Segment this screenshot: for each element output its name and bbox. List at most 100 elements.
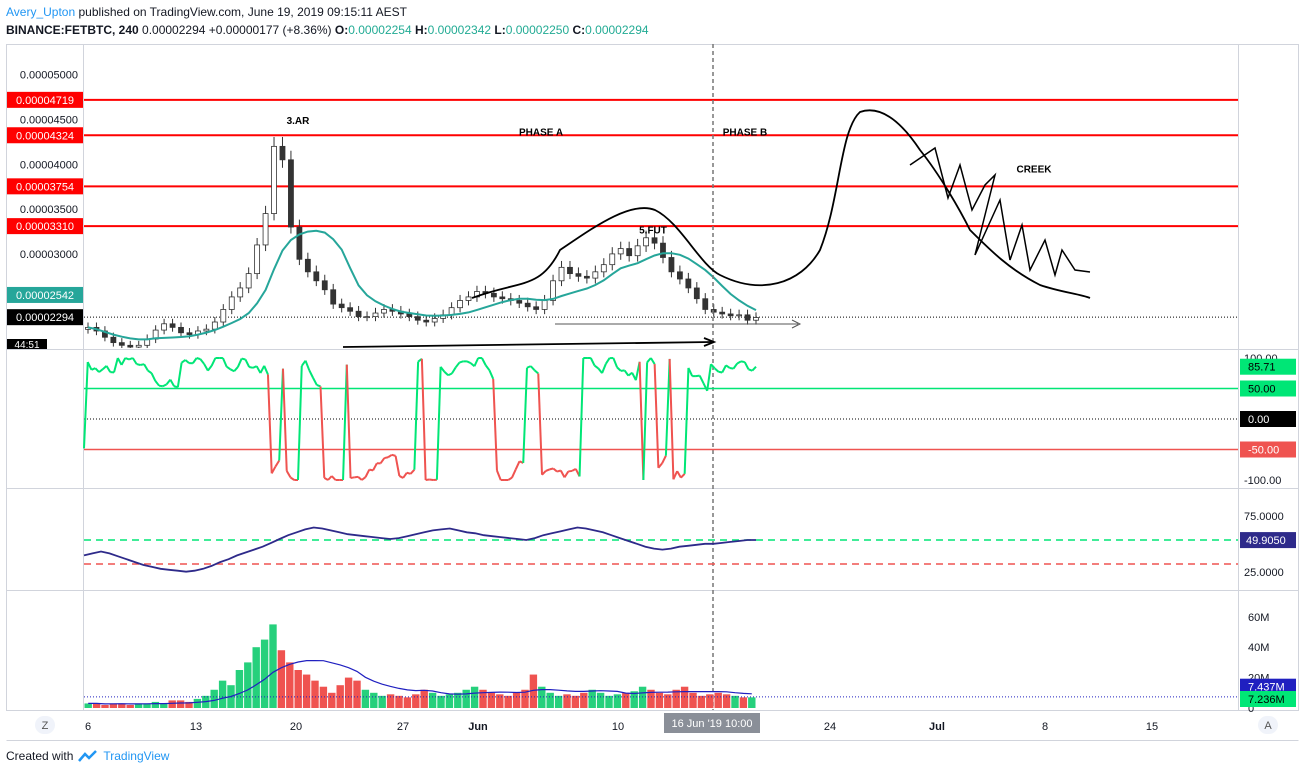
oscillator-line-segment bbox=[420, 358, 427, 481]
candle-body bbox=[736, 314, 742, 317]
candle-body bbox=[592, 271, 599, 279]
countdown-badge bbox=[7, 339, 47, 349]
oscillator-line-segment bbox=[537, 373, 544, 475]
time-tick-label: 10 bbox=[612, 721, 624, 733]
time-tick-label: 24 bbox=[824, 721, 836, 733]
oscillator-line-segment bbox=[710, 363, 716, 370]
volume-bar bbox=[596, 692, 605, 708]
volume-bar bbox=[185, 701, 193, 708]
oscillator-line-segment bbox=[698, 375, 705, 384]
oscillator-tick-label: -100.00 bbox=[1244, 475, 1281, 487]
volume-bar bbox=[689, 692, 697, 708]
candle-body bbox=[381, 309, 387, 314]
oscillator-line-segment bbox=[354, 475, 359, 479]
oscillator-line-segment bbox=[248, 366, 254, 369]
oscillator-line-segment bbox=[511, 469, 517, 479]
volume-bar bbox=[521, 689, 529, 708]
oscillator-line-segment bbox=[143, 363, 149, 372]
volume-bar bbox=[445, 694, 454, 708]
candle-body bbox=[161, 323, 168, 331]
oscillator-line-segment bbox=[402, 472, 408, 479]
price-tick-label: 0.00003500 bbox=[20, 204, 78, 216]
chart-annotation: CREEK bbox=[1016, 164, 1052, 175]
time-tick-label: Jul bbox=[929, 721, 945, 733]
candle-body bbox=[617, 248, 624, 255]
candle-body bbox=[643, 237, 649, 247]
oscillator-line-segment bbox=[113, 357, 119, 373]
oscillator-line-segment bbox=[169, 379, 175, 387]
level-price-badge bbox=[7, 218, 83, 235]
oscillator-line-segment bbox=[496, 470, 502, 481]
oscillator-line-segment bbox=[552, 467, 558, 473]
volume-bar bbox=[395, 695, 403, 708]
oscillator-line-segment bbox=[687, 367, 694, 377]
volume-bar bbox=[554, 695, 563, 708]
volume-bar bbox=[286, 662, 294, 708]
volume-bar bbox=[412, 694, 420, 708]
published-text: published on TradingView.com, June 19, 2… bbox=[78, 5, 407, 19]
volume-bar bbox=[294, 670, 302, 708]
volume-bar bbox=[462, 689, 470, 708]
oscillator-line-segment bbox=[683, 367, 690, 474]
oscillator-level-badge bbox=[1240, 441, 1296, 458]
oscillator-line-segment bbox=[361, 476, 367, 481]
oscillator-line-segment bbox=[729, 366, 734, 370]
zoom-z-button[interactable]: Z bbox=[35, 716, 55, 734]
oscillator-line-segment bbox=[196, 357, 201, 361]
volume-bar bbox=[697, 695, 706, 708]
candle-body bbox=[567, 266, 573, 275]
oscillator-line-segment bbox=[120, 357, 127, 366]
oscillator-line-segment bbox=[514, 460, 521, 470]
author-link[interactable]: Avery_Upton bbox=[6, 5, 76, 19]
candle-body bbox=[465, 296, 472, 301]
candle-body bbox=[288, 159, 294, 228]
volume-bar bbox=[739, 697, 748, 708]
oscillator-line-segment bbox=[743, 361, 750, 370]
price-tick-label: 0.00004500 bbox=[20, 114, 78, 126]
oscillator-line-segment bbox=[203, 363, 209, 372]
level-price-badge-text: 0.00003754 bbox=[16, 181, 74, 193]
oscillator-line-segment bbox=[105, 365, 112, 373]
volume-bar bbox=[269, 624, 277, 708]
volume-bar bbox=[529, 674, 538, 708]
candle-body bbox=[169, 323, 176, 328]
volume-bar bbox=[252, 647, 260, 708]
volume-bar bbox=[672, 689, 680, 708]
symbol-label[interactable]: BINANCE:FETBTC, 240 bbox=[6, 23, 139, 37]
candle-body bbox=[423, 319, 430, 323]
oscillator-line-segment bbox=[369, 468, 374, 472]
rsi-last-badge-text: 49.9050 bbox=[1246, 535, 1286, 547]
oscillator-line-segment bbox=[748, 368, 753, 372]
candle-body bbox=[262, 213, 269, 246]
oscillator-line-segment bbox=[278, 368, 284, 461]
open-label: O: bbox=[334, 23, 349, 37]
chart-frame bbox=[6, 44, 1299, 711]
chart-annotation: PHASE A bbox=[519, 128, 563, 139]
tradingview-brand-link[interactable]: TradingView bbox=[103, 749, 170, 763]
candle-body bbox=[676, 271, 683, 280]
candle-body bbox=[727, 313, 734, 317]
volume-bar bbox=[176, 700, 185, 708]
candle-body bbox=[558, 266, 565, 282]
candle-body bbox=[364, 316, 370, 319]
volume-bar bbox=[101, 704, 109, 708]
volume-tick-label: 0 bbox=[1248, 703, 1254, 715]
volume-bar bbox=[386, 694, 395, 708]
oscillator-line-segment bbox=[751, 366, 757, 372]
candle-body bbox=[254, 244, 261, 275]
oscillator-line-segment bbox=[274, 459, 281, 468]
oscillator-line-segment bbox=[706, 364, 712, 391]
oscillator-line-segment bbox=[210, 357, 217, 367]
time-tick-label: Jun bbox=[468, 721, 488, 733]
volume-bar bbox=[454, 692, 462, 708]
oscillator-line-segment bbox=[357, 476, 363, 481]
volume-bar bbox=[370, 692, 378, 708]
oscillator-line-segment bbox=[364, 469, 371, 478]
oscillator-line-segment bbox=[387, 453, 393, 459]
support-arrow-line bbox=[342, 341, 713, 348]
auto-scale-button[interactable]: A bbox=[1258, 716, 1278, 734]
high-value: 0.00002342 bbox=[427, 23, 492, 37]
oscillator-line-segment bbox=[229, 368, 235, 373]
